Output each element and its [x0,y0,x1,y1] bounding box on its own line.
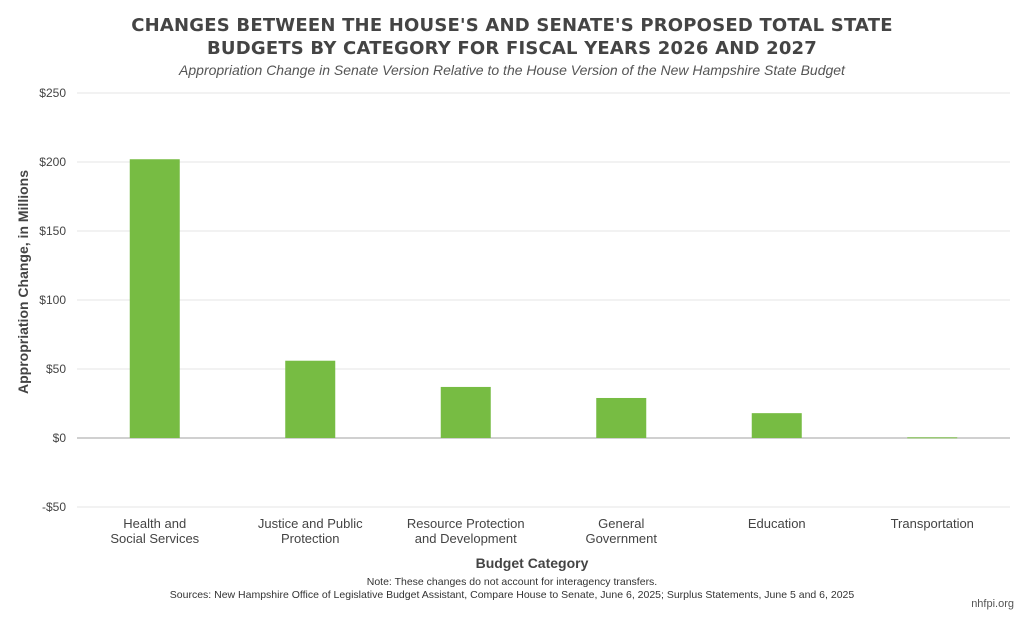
y-tick-label: -$50 [42,500,66,514]
y-axis-label: Appropriation Change, in Millions [15,170,31,394]
x-tick-label: Transportation [891,516,974,531]
x-tick-label: General [598,516,644,531]
chart-source: Sources: New Hampshire Office of Legisla… [169,589,855,601]
y-tick-label: $250 [39,86,66,100]
gridlines [77,92,1010,508]
brand-link[interactable]: nhfpi.org [971,598,1014,610]
chart-note: Note: These changes do not account for i… [366,576,658,588]
y-tick-label: $100 [39,293,66,307]
chart-title-line-1: CHANGES BETWEEN THE HOUSE'S AND SENATE'S… [131,15,893,36]
y-tick-label: $150 [39,224,66,238]
chart-subtitle: Appropriation Change in Senate Version R… [179,62,845,78]
x-tick-label: Education [748,516,806,531]
bar [440,386,491,438]
bar [129,159,180,439]
chart-title: CHANGES BETWEEN THE HOUSE'S AND SENATE'S… [0,14,1024,60]
y-tick-label: $0 [53,431,67,445]
bar [285,360,336,438]
chart-title-line-2: BUDGETS BY CATEGORY FOR FISCAL YEARS 202… [206,38,818,59]
x-tick-label: Government [585,531,657,546]
bar [751,413,802,438]
x-tick-label: Protection [281,531,340,546]
y-tick-label: $50 [46,362,66,376]
y-axis-ticks: -$50 $0 $50 $100 $150 $200 $250 [39,86,66,514]
x-tick-label: Health and [123,516,186,531]
x-tick-label: and Development [415,531,517,546]
x-tick-label: Justice and Public [258,516,363,531]
bars [129,159,958,439]
bar [907,437,958,439]
y-tick-label: $200 [39,155,66,169]
x-axis-label: Budget Category [476,555,589,571]
bar [596,397,647,438]
x-tick-label: Social Services [110,531,199,546]
x-tick-label: Resource Protection [407,516,525,531]
